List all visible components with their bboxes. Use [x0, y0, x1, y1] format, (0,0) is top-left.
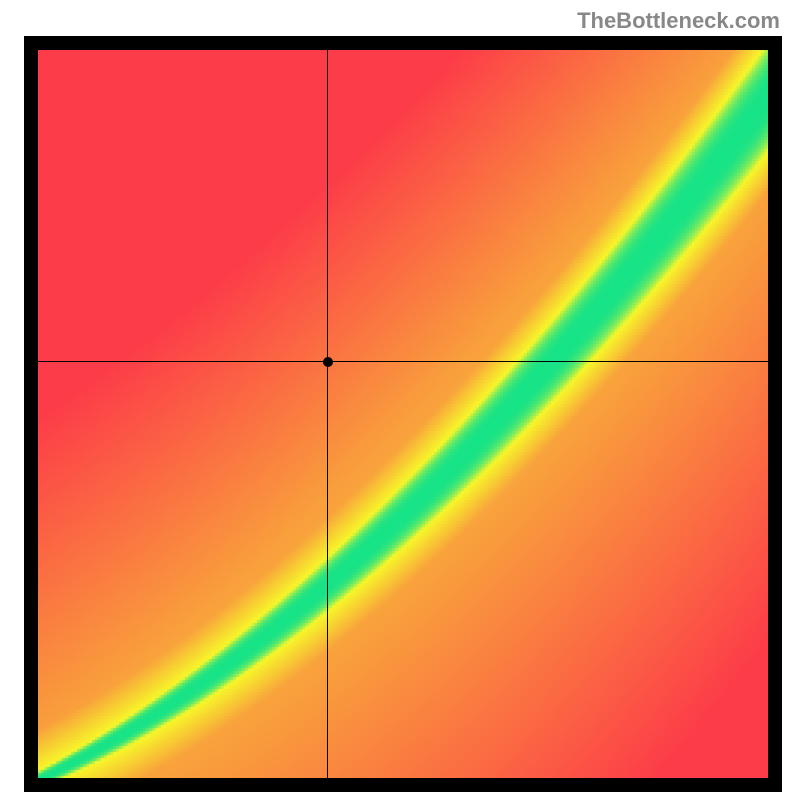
crosshair-horizontal [38, 361, 768, 362]
crosshair-marker [323, 357, 333, 367]
crosshair-vertical [327, 50, 328, 778]
chart-frame [24, 36, 782, 792]
watermark-text: TheBottleneck.com [577, 8, 780, 34]
chart-container: TheBottleneck.com [0, 0, 800, 800]
heatmap-canvas [38, 50, 768, 778]
